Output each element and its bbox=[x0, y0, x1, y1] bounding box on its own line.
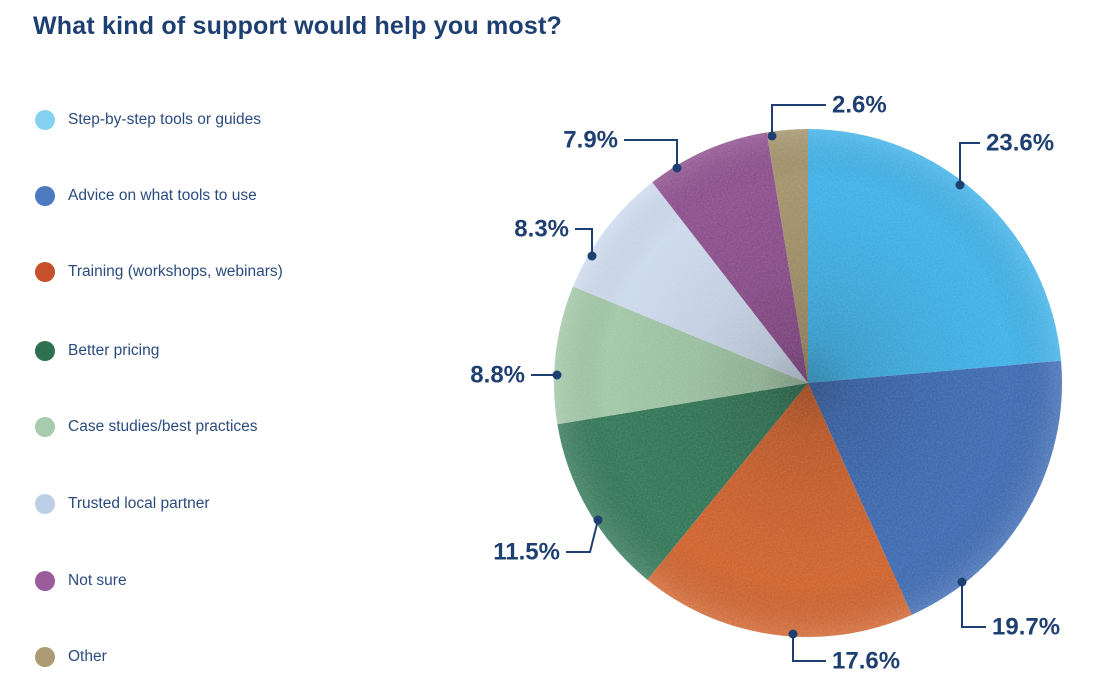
legend-swatch-icon bbox=[35, 571, 55, 591]
legend-swatch-icon bbox=[35, 494, 55, 514]
legend-item: Training (workshops, webinars) bbox=[35, 261, 283, 283]
callout-anchor-dot bbox=[593, 515, 603, 525]
pie-callouts: 23.6% 19.7% 17.6% 11.5% 8.8% 8.3% 7.9% 2.6% bbox=[470, 92, 1060, 675]
legend-item: Case studies/best practices bbox=[35, 416, 258, 438]
legend-item: Other bbox=[35, 646, 107, 668]
callout-anchor-dot bbox=[788, 629, 798, 639]
callout-leader-line bbox=[961, 582, 986, 628]
slice-percentage-label: 8.8% bbox=[470, 362, 525, 389]
pie-slices bbox=[553, 129, 1063, 637]
slice-percentage-label: 11.5% bbox=[493, 539, 560, 566]
legend-item-label: Training (workshops, webinars) bbox=[68, 263, 283, 280]
legend-item-label: Better pricing bbox=[68, 342, 160, 359]
callout-leader-line bbox=[624, 139, 678, 168]
legend-swatch-icon bbox=[35, 417, 55, 437]
callout-leader-line bbox=[566, 519, 599, 553]
legend-swatch-icon bbox=[35, 186, 55, 206]
callout-leader-line bbox=[959, 142, 980, 185]
legend-swatch-icon bbox=[35, 262, 55, 282]
legend-item-label: Case studies/best practices bbox=[68, 418, 258, 435]
legend-item-label: Not sure bbox=[68, 572, 127, 589]
slice-percentage-label: 8.3% bbox=[514, 216, 569, 243]
chart-title: What kind of support would help you most… bbox=[33, 12, 562, 40]
legend-item: Not sure bbox=[35, 570, 127, 592]
legend-item: Step-by-step tools or guides bbox=[35, 109, 261, 131]
legend-item: Better pricing bbox=[35, 340, 159, 362]
slice-percentage-label: 17.6% bbox=[832, 648, 900, 675]
legend-item-label: Advice on what tools to use bbox=[68, 187, 257, 204]
slice-percentage-label: 2.6% bbox=[832, 92, 887, 119]
legend-item-label: Other bbox=[68, 648, 107, 665]
legend-swatch-icon bbox=[35, 647, 55, 667]
legend-swatch-icon bbox=[35, 110, 55, 130]
slice-percentage-label: 7.9% bbox=[563, 127, 618, 154]
pie-slice bbox=[808, 129, 1062, 383]
legend-item-label: Trusted local partner bbox=[68, 495, 210, 512]
callout-anchor-dot bbox=[672, 163, 682, 173]
slice-percentage-label: 23.6% bbox=[986, 130, 1054, 157]
legend-item: Trusted local partner bbox=[35, 493, 210, 515]
callout-leader-line bbox=[792, 634, 826, 662]
callout-anchor-dot bbox=[767, 131, 777, 141]
callout-leader-line bbox=[771, 104, 826, 136]
legend-item: Advice on what tools to use bbox=[35, 185, 257, 207]
slice-percentage-label: 19.7% bbox=[992, 614, 1060, 641]
legend-swatch-icon bbox=[35, 341, 55, 361]
callout-anchor-dot bbox=[587, 251, 597, 261]
callout-anchor-dot bbox=[552, 370, 562, 380]
callout-anchor-dot bbox=[957, 577, 967, 587]
callout-anchor-dot bbox=[955, 180, 965, 190]
legend-item-label: Step-by-step tools or guides bbox=[68, 111, 261, 128]
callout-leader-line bbox=[575, 228, 593, 256]
